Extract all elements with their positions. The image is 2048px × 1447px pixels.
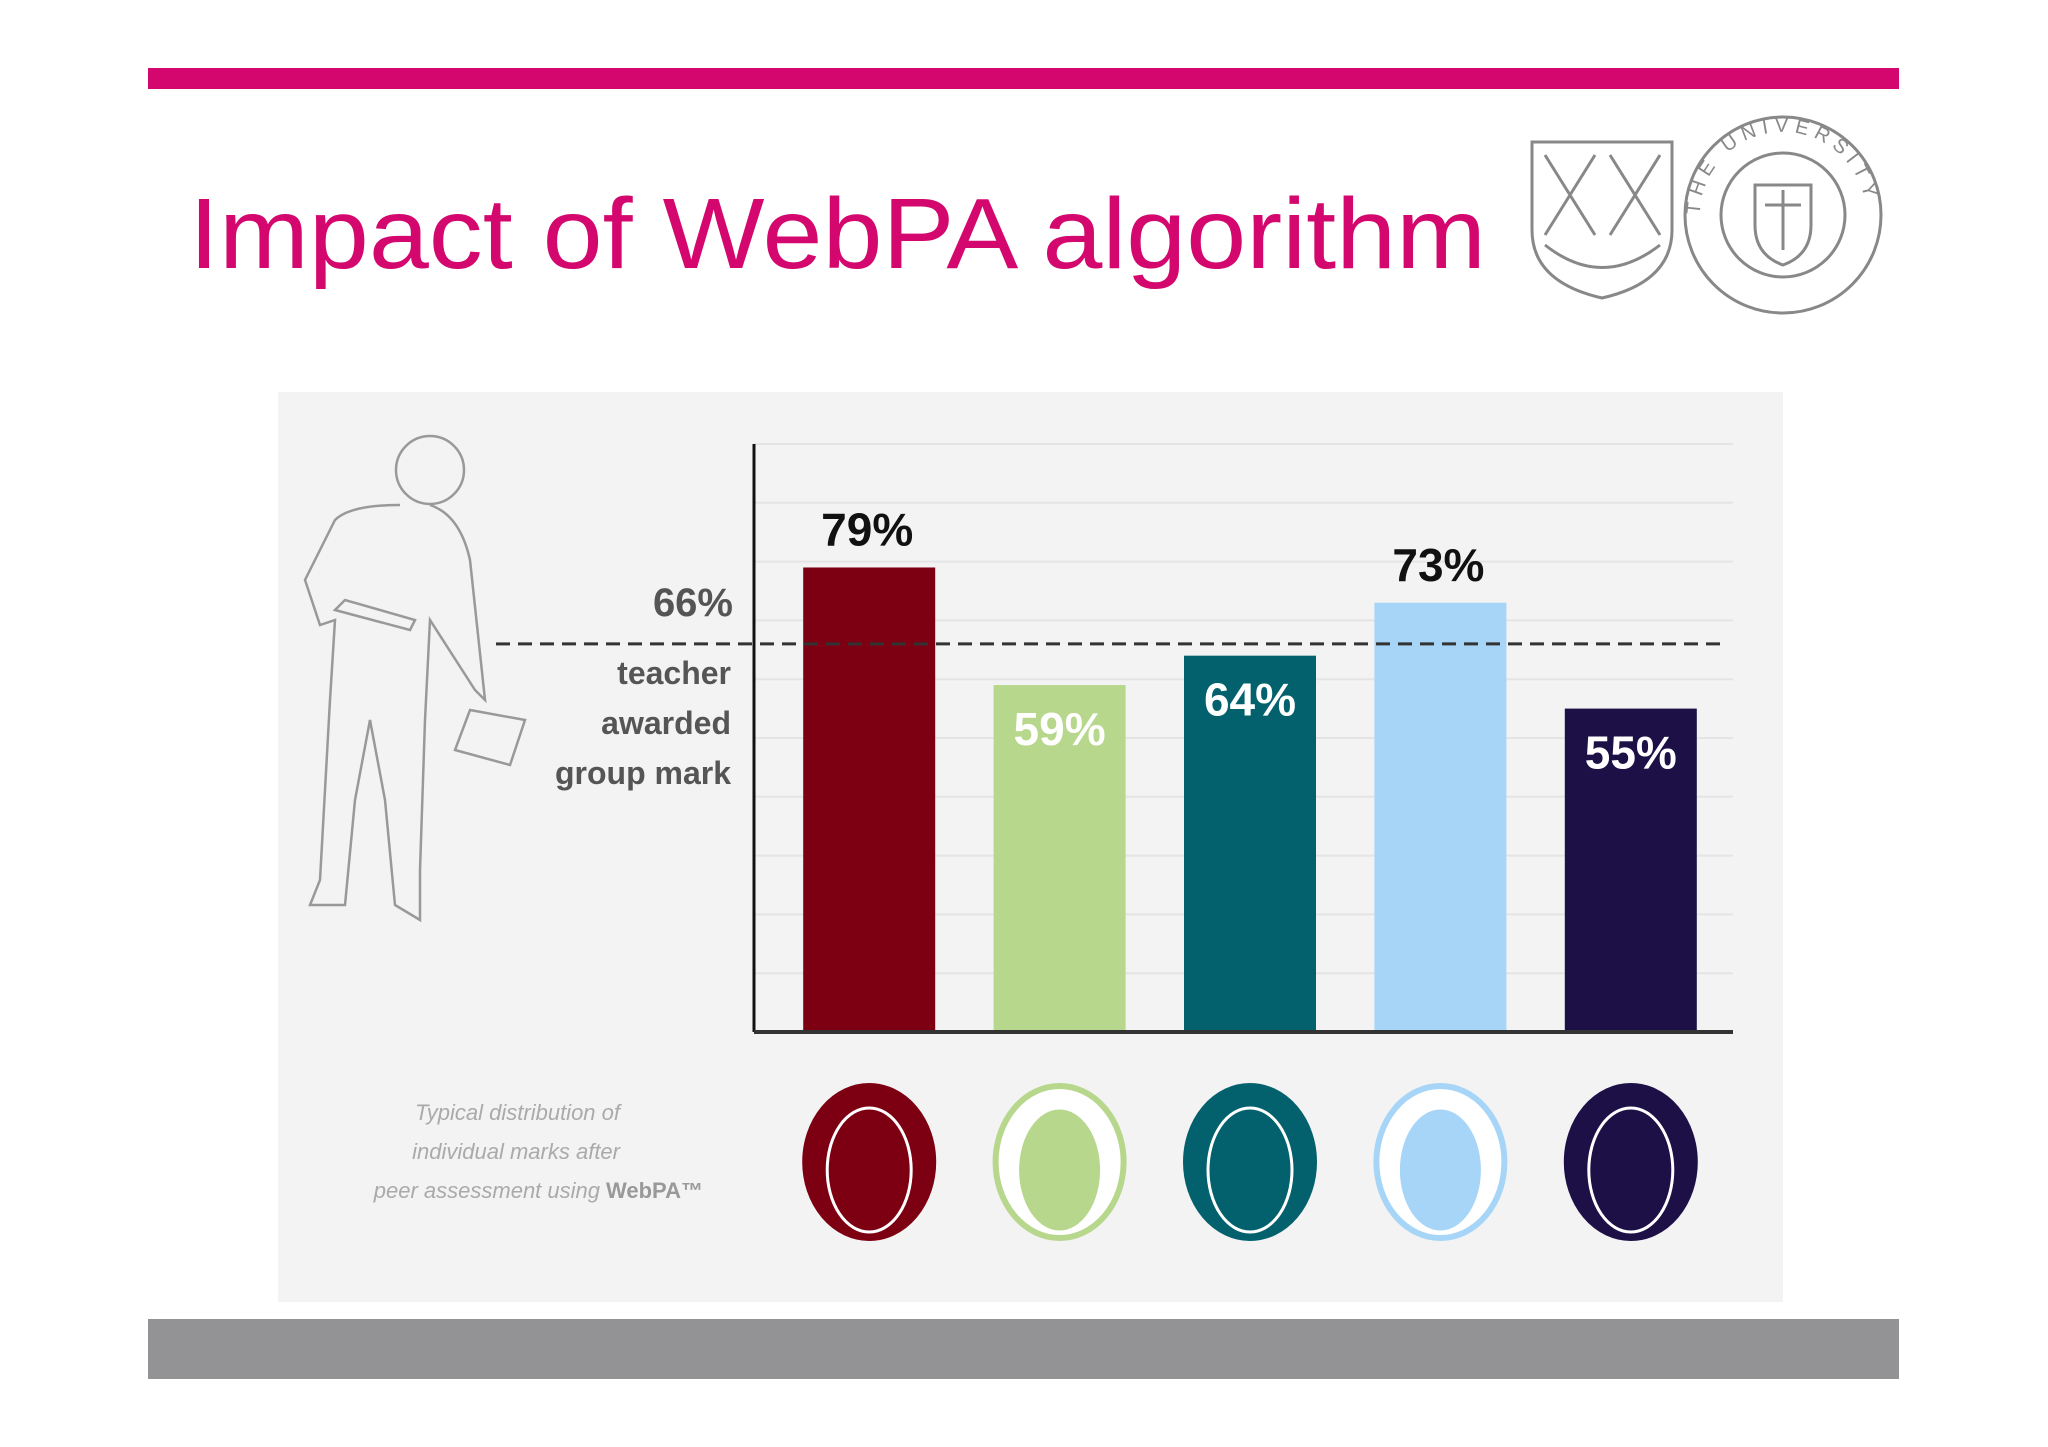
reference-caption: awarded [601, 705, 731, 741]
logo-shield [1530, 140, 1674, 300]
note-brand: WebPA™ [606, 1178, 703, 1203]
value-label: 55% [1585, 727, 1677, 779]
value-label: 64% [1204, 674, 1296, 726]
bar [1564, 708, 1697, 1032]
head-face [1206, 1106, 1294, 1234]
slide-title: Impact of WebPA algorithm [189, 178, 1486, 290]
reference-label: 66% [653, 581, 733, 625]
footer-bar [148, 1319, 1899, 1379]
chart: 79% 59% 64% 73% 55% 66% teacher awarded group ma… [373, 443, 1733, 1241]
note-line: Typical distribution of [415, 1100, 623, 1125]
head-face [1016, 1106, 1104, 1234]
head-face [825, 1106, 913, 1234]
logo-seal [1683, 115, 1883, 315]
value-label: 73% [1392, 539, 1484, 591]
value-label: 59% [1014, 703, 1106, 755]
head-face [1396, 1106, 1484, 1234]
reference-caption: teacher [617, 655, 731, 691]
head-face [1587, 1106, 1675, 1234]
note-line: peer assessment using [373, 1178, 601, 1203]
bar [1374, 602, 1507, 1032]
bar [1184, 655, 1316, 1032]
note-line: individual marks after [412, 1139, 622, 1164]
top-rule [148, 68, 1899, 89]
bar [803, 567, 936, 1032]
person-outline [303, 434, 527, 923]
value-label: 79% [821, 503, 913, 555]
bar [993, 685, 1126, 1032]
reference-caption: group mark [555, 755, 731, 791]
